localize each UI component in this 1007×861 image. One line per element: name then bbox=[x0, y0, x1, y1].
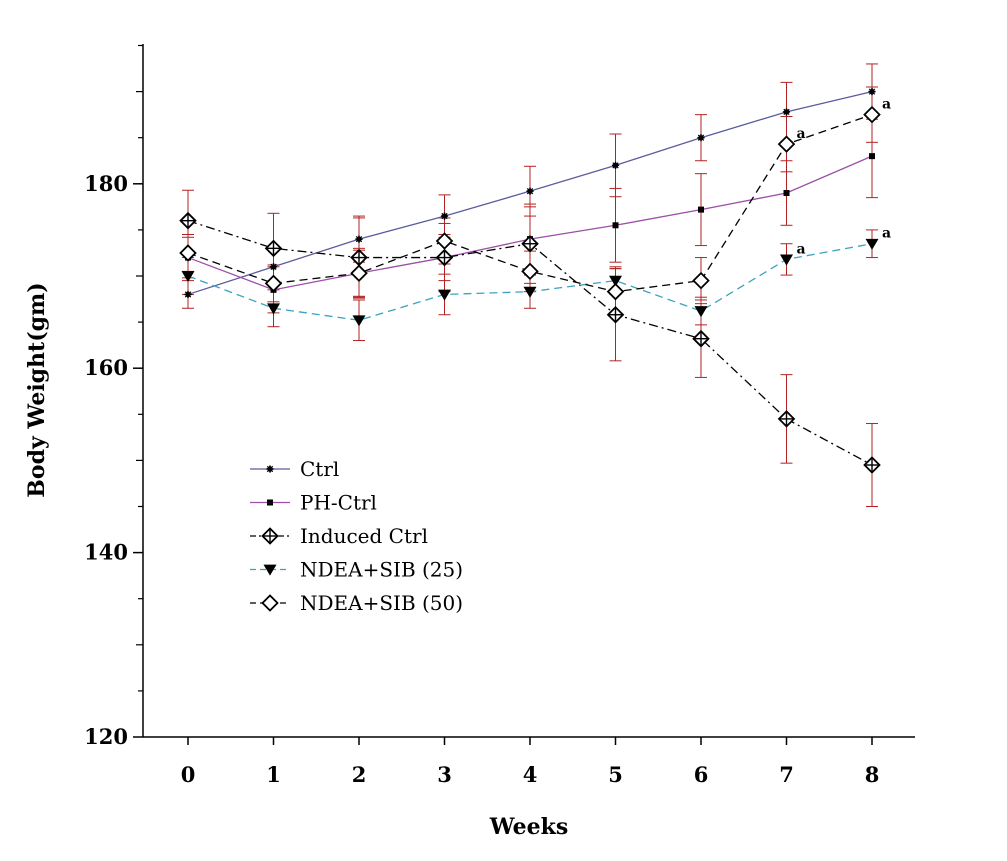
data-point-ndea-sib-25 bbox=[609, 275, 622, 287]
data-point-ndea-sib-50 bbox=[521, 262, 539, 281]
error-bars-layer bbox=[182, 63, 878, 507]
tick-layer: 120 140 160 180 0 1 2 3 4 5 6 7 8 bbox=[84, 44, 880, 787]
data-point-ctrl bbox=[526, 187, 534, 195]
legend: Ctrl PH-Ctrl Induced Ctrl NDEA+SIB (25) NDEA… bbox=[250, 457, 463, 615]
data-point-ndea-sib-50 bbox=[179, 244, 197, 262]
data-point-induced-ctrl bbox=[521, 234, 539, 253]
legend-label: Ctrl bbox=[300, 457, 339, 481]
data-point-ctrl bbox=[611, 161, 620, 169]
y-tick-label: 140 bbox=[84, 540, 128, 565]
data-point-ndea-sib-50 bbox=[863, 105, 881, 124]
y-tick-label: 160 bbox=[84, 355, 128, 380]
data-point-induced-ctrl bbox=[777, 410, 796, 428]
x-tick-label: 4 bbox=[523, 762, 538, 787]
axes-layer bbox=[142, 44, 915, 738]
legend-marker bbox=[263, 564, 277, 576]
data-point-ndea-sib-25 bbox=[267, 303, 280, 315]
x-tick-label: 7 bbox=[779, 762, 794, 787]
data-point-ctrl bbox=[697, 134, 705, 142]
data-point-ctrl bbox=[184, 290, 192, 299]
data-point-induced-ctrl bbox=[264, 239, 283, 258]
legend-item-induced-ctrl: Induced Ctrl bbox=[250, 524, 428, 548]
data-point-ndea-sib-25 bbox=[352, 315, 366, 327]
data-point-ctrl bbox=[868, 88, 876, 96]
data-point-ndea-sib-50 bbox=[692, 271, 710, 290]
data-point-induced-ctrl bbox=[435, 248, 454, 267]
significance-annotation: a bbox=[797, 241, 806, 257]
y-axis-title: Body Weight(gm) bbox=[24, 282, 50, 497]
x-axis-title: Weeks bbox=[489, 814, 569, 840]
legend-item-ph-ctrl: PH-Ctrl bbox=[250, 491, 377, 515]
data-point-ndea-sib-25 bbox=[181, 271, 195, 283]
legend-marker bbox=[261, 594, 279, 612]
x-tick-label: 0 bbox=[181, 762, 196, 787]
significance-annotation: a bbox=[882, 226, 891, 242]
data-point-ndea-sib-50 bbox=[350, 264, 368, 283]
data-point-induced-ctrl bbox=[606, 305, 625, 324]
data-point-ph-ctrl bbox=[783, 190, 790, 197]
y-tick-label: 120 bbox=[84, 724, 128, 749]
x-tick-label: 8 bbox=[865, 762, 880, 787]
data-point-ph-ctrl bbox=[869, 153, 875, 160]
x-tick-label: 2 bbox=[352, 762, 367, 787]
data-point-ndea-sib-25 bbox=[523, 286, 537, 298]
legend-label: NDEA+SIB (50) bbox=[300, 591, 463, 615]
annotations-layer: a a a a bbox=[797, 97, 892, 258]
data-point-induced-ctrl bbox=[350, 248, 368, 267]
data-point-ctrl bbox=[782, 108, 791, 116]
data-point-ndea-sib-50 bbox=[264, 274, 283, 293]
y-tick-label: 180 bbox=[84, 171, 128, 196]
legend-item-ctrl: Ctrl bbox=[250, 457, 339, 481]
data-point-ctrl bbox=[269, 263, 278, 271]
markers-layer bbox=[179, 88, 881, 474]
data-point-ph-ctrl bbox=[698, 206, 704, 213]
data-point-induced-ctrl bbox=[179, 211, 197, 230]
data-point-ndea-sib-25 bbox=[694, 306, 708, 318]
data-point-ndea-sib-50 bbox=[606, 282, 625, 301]
data-point-ctrl bbox=[440, 212, 449, 220]
legend-item-ndea-sib-50: NDEA+SIB (50) bbox=[250, 591, 463, 615]
data-point-induced-ctrl bbox=[863, 456, 881, 474]
x-tick-label: 3 bbox=[437, 762, 452, 787]
legend-marker bbox=[261, 527, 279, 545]
legend-label: Induced Ctrl bbox=[300, 524, 428, 548]
data-point-ctrl bbox=[355, 235, 363, 243]
data-point-ndea-sib-50 bbox=[435, 232, 454, 250]
legend-marker bbox=[266, 465, 274, 473]
legend-item-ndea-sib-25: NDEA+SIB (25) bbox=[250, 558, 463, 582]
significance-annotation: a bbox=[797, 126, 806, 142]
data-point-induced-ctrl bbox=[692, 329, 710, 348]
x-tick-label: 1 bbox=[266, 762, 281, 787]
legend-label: PH-Ctrl bbox=[300, 491, 377, 515]
data-point-ndea-sib-25 bbox=[865, 238, 879, 250]
significance-annotation: a bbox=[882, 97, 891, 113]
x-tick-label: 5 bbox=[608, 762, 623, 787]
data-point-ph-ctrl bbox=[612, 222, 619, 229]
x-tick-label: 6 bbox=[694, 762, 709, 787]
legend-marker bbox=[267, 499, 273, 506]
data-point-ndea-sib-50 bbox=[777, 135, 796, 153]
data-point-ndea-sib-25 bbox=[438, 289, 451, 301]
data-point-ndea-sib-25 bbox=[780, 254, 793, 266]
legend-label: NDEA+SIB (25) bbox=[300, 558, 463, 582]
